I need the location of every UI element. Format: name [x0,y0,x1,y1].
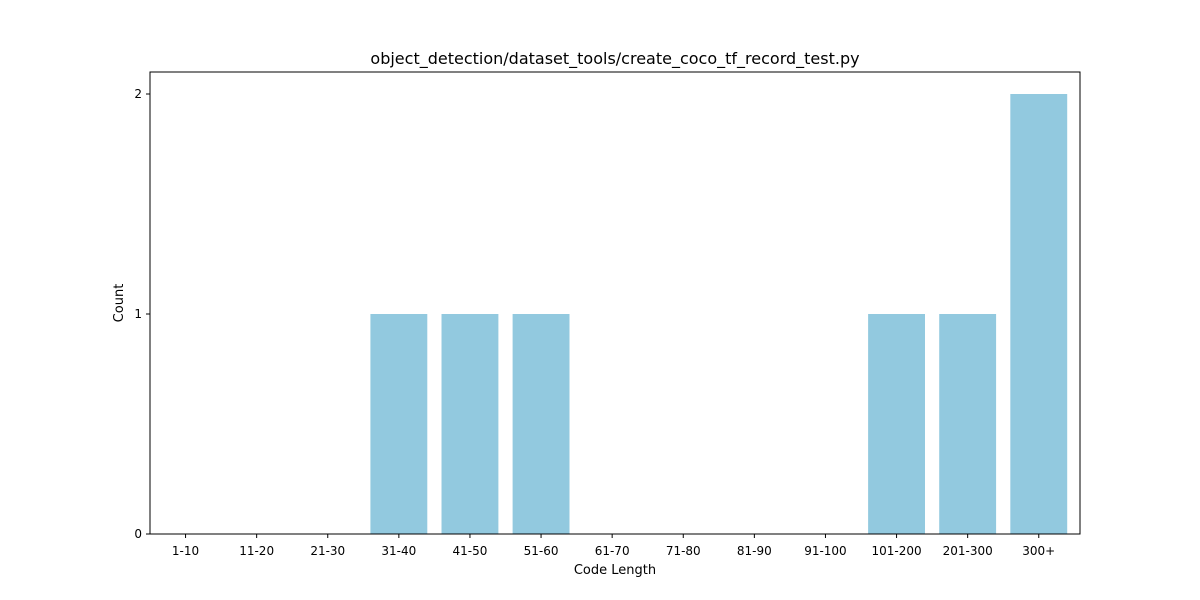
y-tick-label: 0 [134,527,142,541]
x-tick-label: 201-300 [943,544,993,558]
x-tick-label: 81-90 [737,544,772,558]
x-axis-ticks: 1-10 11-20 21-30 31-40 41-50 51-60 61-70 71-80 8… [172,534,1055,558]
bar-201-300 [939,314,997,534]
x-tick-label: 11-20 [239,544,274,558]
plot-frame [149,71,1081,535]
bar-51-60 [512,314,570,534]
x-axis-label: Code Length [574,563,656,578]
x-tick-label: 61-70 [595,544,630,558]
y-tick-label: 1 [134,307,142,321]
x-tick-label: 91-100 [804,544,847,558]
x-tick-label: 41-50 [453,544,488,558]
bar-31-40 [370,314,428,534]
bars-group [370,94,1068,534]
x-tick-label: 101-200 [871,544,921,558]
y-axis-ticks: 0 1 2 [134,87,150,541]
chart-title: object_detection/dataset_tools/create_co… [370,49,859,69]
x-tick-label: 31-40 [381,544,416,558]
x-tick-label: 51-60 [524,544,559,558]
bar-101-200 [868,314,925,534]
y-tick-label: 2 [134,87,142,101]
y-axis-label: Count [112,284,127,323]
bar-300+ [1010,94,1068,534]
bar-41-50 [441,314,499,534]
x-tick-label: 300+ [1022,544,1055,558]
x-tick-label: 71-80 [666,544,701,558]
x-tick-label: 21-30 [310,544,345,558]
x-tick-label: 1-10 [172,544,199,558]
